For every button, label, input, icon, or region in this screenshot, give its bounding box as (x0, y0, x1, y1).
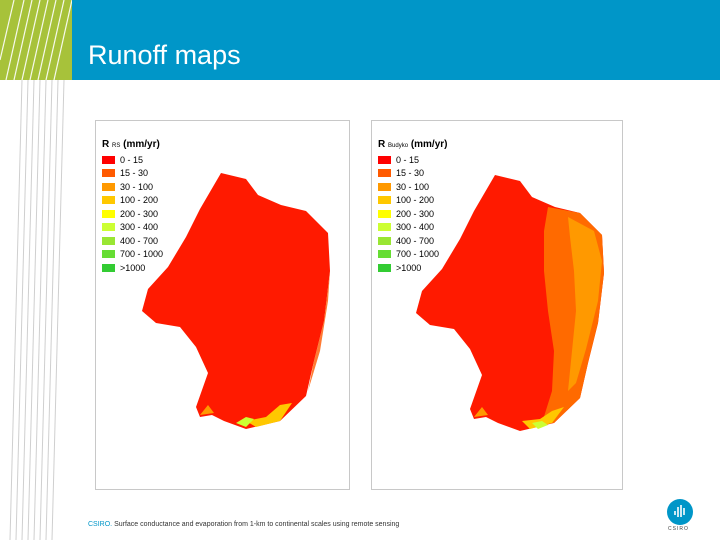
legend-symbol: R (378, 139, 386, 150)
legend-label: 300 - 400 (396, 222, 435, 233)
map-rs-region (142, 173, 330, 429)
csiro-logo-glyph (674, 505, 685, 517)
legend-title: R Budyko (mm/yr) (378, 139, 448, 150)
legend-item: 200 - 300 (378, 207, 448, 221)
legend-swatch (102, 236, 115, 245)
legend-swatch (378, 236, 391, 245)
legend-swatch (378, 250, 391, 259)
legend-swatch (102, 196, 115, 205)
legend-units: (mm/yr) (410, 139, 448, 150)
page-title: Runoff maps (88, 40, 241, 70)
csiro-logo-icon (667, 499, 693, 525)
csiro-logo-text: CSIRO (668, 526, 689, 532)
legend-item: >1000 (102, 261, 163, 275)
legend-label: 15 - 30 (120, 168, 149, 179)
legend-swatch (378, 223, 391, 232)
footer-caption: CSIRO. Surface conductance and evaporati… (88, 521, 399, 528)
legend-label: 400 - 700 (396, 235, 435, 246)
legend-label: 700 - 1000 (396, 249, 440, 260)
legend-budyko: R Budyko (mm/yr) 0 - 15 15 - 30 30 - 100 10… (378, 139, 448, 275)
legend-item: 400 - 700 (378, 234, 448, 248)
legend-item: 700 - 1000 (102, 248, 163, 262)
legend-item: 30 - 100 (102, 180, 163, 194)
legend-label: 15 - 30 (396, 168, 425, 179)
legend-swatch (102, 263, 115, 272)
legend-label: 400 - 700 (120, 235, 159, 246)
legend-subscript: RS (112, 143, 121, 149)
legend-item: 300 - 400 (378, 221, 448, 235)
legend-label: 200 - 300 (120, 208, 159, 219)
legend-item: 15 - 30 (102, 167, 163, 181)
slide-header (0, 0, 720, 80)
legend-swatch (378, 209, 391, 218)
legend-swatch (378, 263, 391, 272)
legend-rs: R RS (mm/yr) 0 - 15 15 - 30 30 - 100 100 - … (102, 139, 163, 275)
decorative-hatch (0, 0, 72, 540)
legend-swatch (378, 182, 391, 191)
legend-swatch (378, 196, 391, 205)
runoff-map-rs: R RS (mm/yr) 0 - 15 15 - 30 30 - 100 100 - … (95, 120, 350, 490)
legend-swatch (102, 169, 115, 178)
legend-label: >1000 (120, 262, 146, 273)
legend-label: 30 - 100 (396, 181, 430, 192)
legend-item: 200 - 300 (102, 207, 163, 221)
legend-label: >1000 (396, 262, 422, 273)
footer-org: CSIRO. (88, 521, 113, 528)
legend-swatch (378, 169, 391, 178)
legend-label: 30 - 100 (120, 181, 154, 192)
legend-units: (mm/yr) (123, 139, 160, 150)
footer-caption-text: Surface conductance and evaporation from… (114, 521, 400, 528)
legend-label: 0 - 15 (120, 154, 144, 165)
legend-swatch (102, 250, 115, 259)
legend-item: 15 - 30 (378, 167, 448, 181)
legend-item: 400 - 700 (102, 234, 163, 248)
legend-swatch (102, 209, 115, 218)
legend-swatch (102, 182, 115, 191)
legend-label: 100 - 200 (120, 195, 159, 206)
legend-label: 0 - 15 (396, 154, 420, 165)
legend-item: 700 - 1000 (378, 248, 448, 262)
legend-subscript: Budyko (388, 143, 409, 149)
legend-item: 300 - 400 (102, 221, 163, 235)
legend-item: 100 - 200 (378, 194, 448, 208)
legend-item: >1000 (378, 261, 448, 275)
legend-label: 300 - 400 (120, 222, 159, 233)
legend-label: 100 - 200 (396, 195, 435, 206)
legend-swatch (102, 223, 115, 232)
legend-item: 0 - 15 (102, 153, 163, 167)
legend-swatch (378, 155, 391, 164)
legend-item: 30 - 100 (378, 180, 448, 194)
legend-item: 100 - 200 (102, 194, 163, 208)
legend-symbol: R (102, 139, 110, 150)
legend-label: 200 - 300 (396, 208, 435, 219)
legend-swatch (102, 155, 115, 164)
legend-item: 0 - 15 (378, 153, 448, 167)
runoff-map-budyko: R Budyko (mm/yr) 0 - 15 15 - 30 30 - 100 10… (371, 120, 623, 490)
map-budyko-region (416, 175, 604, 431)
legend-title: R RS (mm/yr) (102, 139, 163, 150)
legend-label: 700 - 1000 (120, 249, 164, 260)
